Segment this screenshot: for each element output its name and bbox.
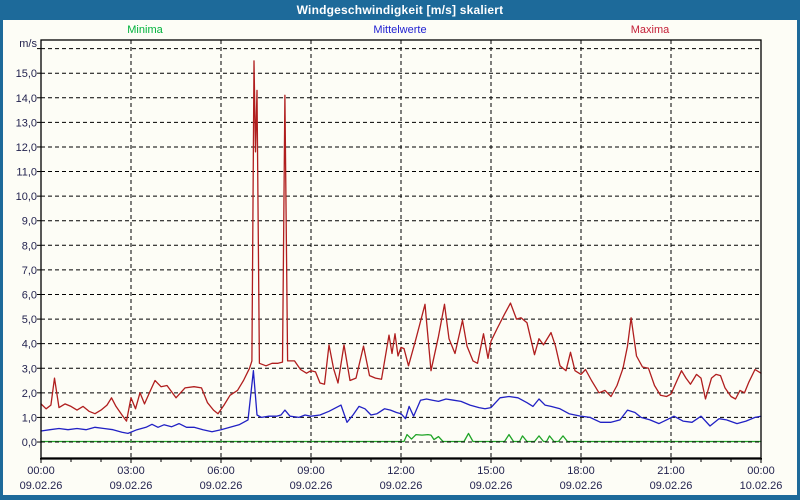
svg-text:09.02.26: 09.02.26 [380,480,423,492]
svg-text:09.02.26: 09.02.26 [560,480,603,492]
svg-text:09:00: 09:00 [297,465,325,477]
svg-text:00:00: 00:00 [27,465,55,477]
svg-text:11,0: 11,0 [16,167,37,179]
window-title: Windgeschwindigkeit [m/s] skaliert [296,3,504,17]
svg-text:9,0: 9,0 [22,216,37,228]
svg-text:8,0: 8,0 [22,240,37,252]
svg-text:15:00: 15:00 [477,465,505,477]
svg-text:1,0: 1,0 [22,412,37,424]
chart-legend: Minima Mittelwerte Maxima [0,24,800,38]
svg-text:00:00: 00:00 [747,465,775,477]
svg-text:09.02.26: 09.02.26 [200,480,243,492]
svg-text:12,0: 12,0 [16,142,37,154]
window-frame-left [0,20,3,500]
svg-text:09.02.26: 09.02.26 [470,480,513,492]
svg-text:09.02.26: 09.02.26 [110,480,153,492]
svg-text:10.02.26: 10.02.26 [740,480,783,492]
svg-text:09.02.26: 09.02.26 [650,480,693,492]
svg-text:7,0: 7,0 [22,265,37,277]
svg-text:14,0: 14,0 [16,93,37,105]
svg-text:21:00: 21:00 [657,465,685,477]
legend-mittelwerte-label: Mittelwerte [373,24,427,36]
svg-text:06:00: 06:00 [207,465,235,477]
svg-text:15,0: 15,0 [16,68,37,80]
svg-text:09.02.26: 09.02.26 [290,480,333,492]
legend-minima-label: Minima [127,24,163,36]
svg-text:0,0: 0,0 [22,437,37,449]
svg-text:10,0: 10,0 [16,191,37,203]
svg-text:5,0: 5,0 [22,314,37,326]
svg-text:12:00: 12:00 [387,465,415,477]
svg-text:18:00: 18:00 [567,465,595,477]
svg-text:09.02.26: 09.02.26 [20,480,63,492]
svg-text:3,0: 3,0 [22,363,37,375]
svg-text:13,0: 13,0 [16,117,37,129]
window-title-bar: Windgeschwindigkeit [m/s] skaliert [0,0,800,20]
svg-text:6,0: 6,0 [22,289,37,301]
svg-text:m/s: m/s [19,38,37,50]
svg-text:2,0: 2,0 [22,388,37,400]
svg-text:03:00: 03:00 [117,465,145,477]
legend-maxima-label: Maxima [630,24,670,36]
window-frame-bottom [0,495,800,500]
svg-text:4,0: 4,0 [22,339,37,351]
window-frame-right [797,20,800,500]
